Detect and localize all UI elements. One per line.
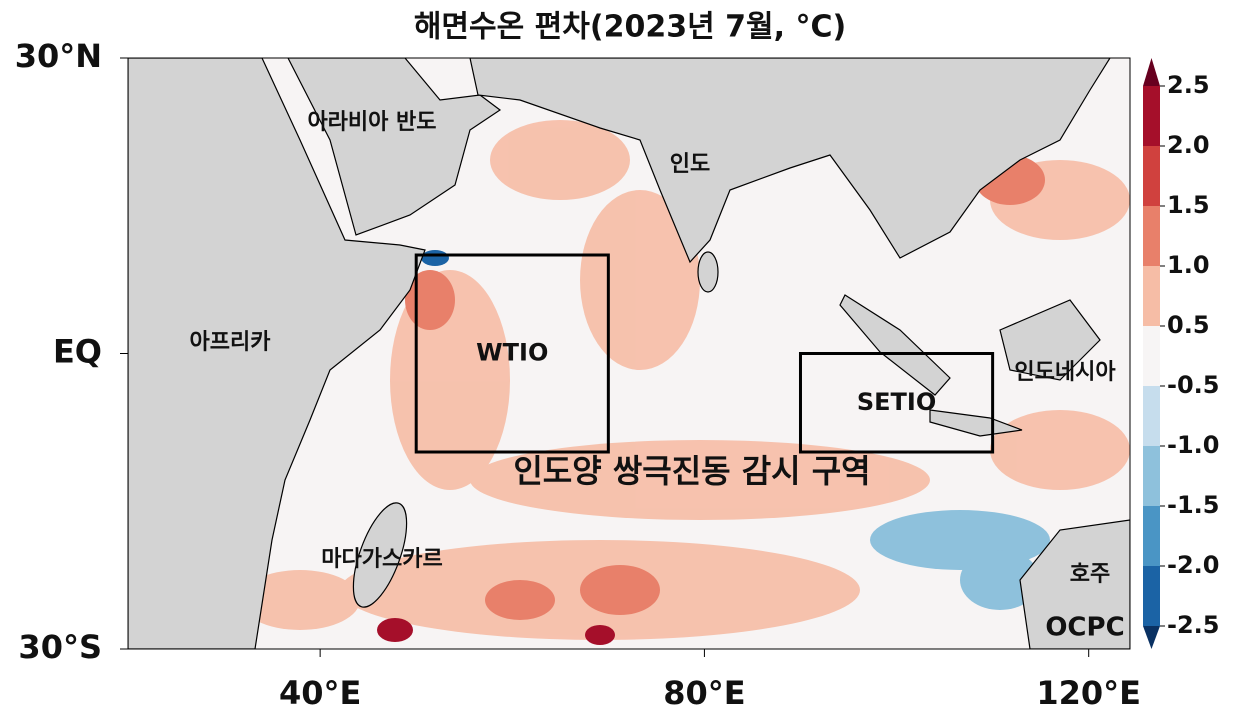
madagascar [352,502,408,608]
colorbar-extend [1143,626,1160,649]
colorbar-segment [1143,146,1160,206]
region-label: 인도 [670,152,710,177]
region-label: 아라비아 반도 [307,110,436,135]
anomaly-field [421,250,449,266]
region-label: 아프리카 [190,330,271,355]
colorbar-tick-label: -1.0 [1167,431,1219,459]
sri-lanka [697,251,719,293]
sumatra [839,294,951,396]
monitoring-box [798,352,995,454]
logo: OCPC [1045,613,1124,643]
lat-tick-label: 30°N [15,37,102,75]
arabia [287,58,502,236]
region-label: 인도네시아 [1014,360,1116,385]
colorbar-extend [1143,58,1160,86]
colorbar-segment [1143,386,1160,446]
java [929,409,1023,437]
colorbar-tick-label: -0.5 [1167,371,1219,399]
lon-tick-label: 80°E [663,674,745,712]
anomaly-field [870,510,1050,610]
colorbar-tick-label: 0.5 [1167,311,1210,339]
colorbar-tick-label: 1.0 [1167,251,1210,279]
colorbar-tick-label: 1.5 [1167,191,1210,219]
colorbar-tick-label: 2.5 [1167,71,1210,99]
colorbar-segment [1143,446,1160,506]
colorbar-segment [1143,326,1160,386]
colorbar-segment [1143,566,1160,626]
australia [1019,519,1130,649]
lon-tick-label: 120°E [1036,674,1141,712]
colorbar-tick-label: 2.0 [1167,131,1210,159]
asia [469,58,1111,264]
africa [128,58,426,649]
box-label: SETIO [857,388,936,416]
colorbar-segment [1143,266,1160,326]
lon-tick-label: 40°E [279,674,361,712]
region-label: 호주 [1070,562,1110,587]
title: 해면수온 편차(2023년 7월, °C) [414,10,846,45]
box-label: WTIO [476,339,548,367]
colorbar-tick-label: -2.0 [1167,551,1219,579]
colorbar-segment [1143,86,1160,146]
colorbar-segment [1143,206,1160,266]
colorbar-tick-label: -2.5 [1167,611,1219,639]
annotation: 인도양 쌍극진동 감시 구역 [513,452,870,490]
borneo [999,299,1101,381]
lat-tick-label: EQ [53,333,102,371]
map-area [128,58,1130,649]
colorbar-segment [1143,506,1160,566]
monitoring-box [414,253,610,454]
region-label: 마다가스카르 [321,547,442,572]
lat-tick-label: 30°S [18,628,102,666]
colorbar-tick-label: -1.5 [1167,491,1219,519]
